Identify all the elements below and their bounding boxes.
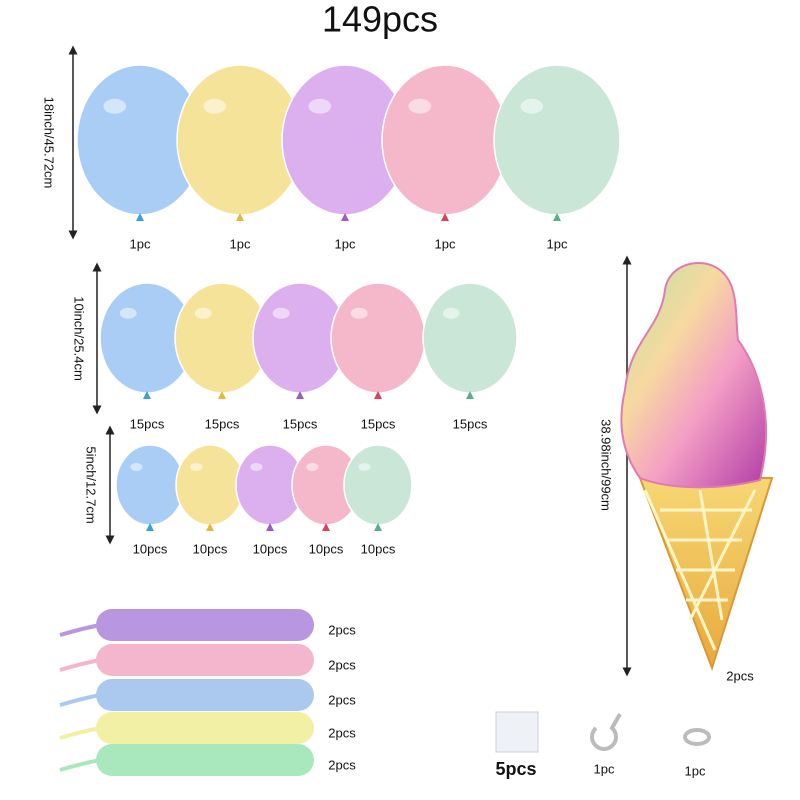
- balloon: [343, 444, 413, 526]
- ice-cream-top: [620, 261, 767, 489]
- balloon: [493, 64, 621, 216]
- long-balloon: [96, 679, 314, 711]
- size-label: 10inch/25.4cm: [72, 296, 87, 381]
- count-label: 2pcs: [328, 622, 356, 637]
- count-label: 10pcs: [133, 541, 168, 556]
- balloon-shine: [520, 98, 544, 114]
- balloon-shine: [442, 307, 460, 319]
- balloon-knot: [266, 523, 274, 531]
- balloon-knot: [374, 391, 382, 399]
- balloon-shine: [130, 463, 143, 471]
- count-label: 1pc: [230, 236, 251, 251]
- long-balloon: [96, 644, 314, 676]
- count-label: 15pcs: [205, 416, 240, 431]
- count-label: 10pcs: [309, 541, 344, 556]
- count-label: 2pcs: [328, 725, 356, 740]
- balloon-shine: [119, 307, 137, 319]
- balloon-shine: [103, 98, 127, 114]
- balloon-knot: [146, 523, 154, 531]
- count-label: 10pcs: [193, 541, 228, 556]
- balloon-knot: [341, 213, 349, 221]
- count-label: 15pcs: [283, 416, 318, 431]
- balloon-shine: [272, 307, 290, 319]
- count-label: 10pcs: [253, 541, 288, 556]
- balloon: [115, 444, 185, 526]
- ribbon: [683, 728, 711, 746]
- count-label: 1pc: [335, 236, 356, 251]
- balloon-shine: [194, 307, 212, 319]
- balloon-knot: [322, 523, 330, 531]
- balloon-shine: [190, 463, 203, 471]
- balloon: [175, 444, 245, 526]
- cone: [638, 477, 774, 672]
- count-label: 2pcs: [726, 668, 754, 683]
- balloon: [381, 64, 509, 216]
- count-label: 15pcs: [453, 416, 488, 431]
- count-label: 1pc: [547, 236, 568, 251]
- balloon-shine: [250, 463, 263, 471]
- count-label: 15pcs: [361, 416, 396, 431]
- title: 149pcs: [322, 0, 438, 40]
- long-balloon-tail: [59, 693, 101, 707]
- long-balloon: [96, 609, 314, 641]
- count-label: 10pcs: [361, 541, 396, 556]
- count-label: 5pcs: [495, 759, 536, 779]
- long-balloon-tail: [59, 623, 101, 637]
- balloon-knot: [553, 213, 561, 221]
- long-balloon-tail: [59, 658, 101, 672]
- balloon-shine: [408, 98, 432, 114]
- balloon-knot: [218, 391, 226, 399]
- long-balloon: [96, 712, 314, 744]
- balloon: [422, 282, 518, 394]
- long-balloon-tail: [59, 758, 101, 772]
- count-label: 1pc: [130, 236, 151, 251]
- balloon-knot: [466, 391, 474, 399]
- count-label: 2pcs: [328, 757, 356, 772]
- size-label: 18inch/45.72cm: [42, 97, 57, 189]
- balloon-shine: [308, 98, 332, 114]
- balloon-knot: [374, 523, 382, 531]
- balloon-knot: [236, 213, 244, 221]
- balloon-knot: [143, 391, 151, 399]
- glue-dots: [495, 711, 539, 753]
- size-label: 38.98inch/99cm: [599, 419, 614, 511]
- count-label: 1pc: [435, 236, 456, 251]
- balloon-knot: [296, 391, 304, 399]
- count-label: 2pcs: [328, 692, 356, 707]
- count-label: 1pc: [594, 761, 615, 776]
- balloon-knot: [206, 523, 214, 531]
- count-label: 1pc: [685, 763, 706, 778]
- arch-strip: [590, 713, 622, 751]
- balloon-knot: [441, 213, 449, 221]
- balloon-shine: [306, 463, 319, 471]
- balloon-knot: [136, 213, 144, 221]
- balloon-shine: [350, 307, 368, 319]
- long-balloon: [96, 744, 314, 776]
- long-balloon-tail: [59, 726, 101, 740]
- balloon: [330, 282, 426, 394]
- balloon-shine: [203, 98, 227, 114]
- count-label: 15pcs: [130, 416, 165, 431]
- size-label: 5inch/12.7cm: [84, 446, 99, 523]
- balloon-shine: [358, 463, 371, 471]
- count-label: 2pcs: [328, 657, 356, 672]
